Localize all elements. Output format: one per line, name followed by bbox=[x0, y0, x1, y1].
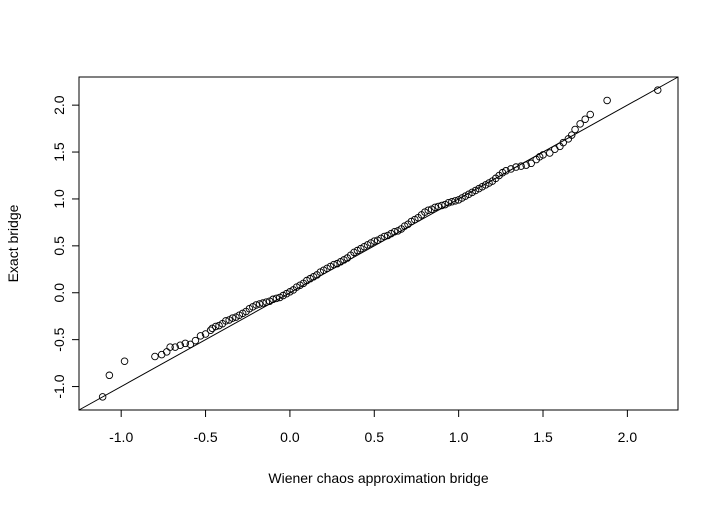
data-point bbox=[551, 145, 559, 153]
data-point bbox=[527, 159, 535, 168]
data-point bbox=[559, 138, 568, 147]
x-axis-title: Wiener chaos approximation bridge bbox=[268, 470, 488, 486]
x-tick-label: 1.0 bbox=[449, 429, 469, 445]
data-point bbox=[120, 357, 129, 365]
x-tick-label: 0.0 bbox=[280, 429, 300, 445]
data-point bbox=[252, 301, 260, 309]
y-tick-label: 1.5 bbox=[51, 142, 67, 162]
data-point bbox=[424, 206, 433, 214]
data-point bbox=[576, 120, 584, 128]
data-point bbox=[186, 340, 195, 349]
data-points-layer bbox=[98, 86, 662, 401]
data-point bbox=[196, 332, 205, 340]
data-point bbox=[444, 198, 453, 207]
data-point bbox=[517, 162, 525, 170]
data-point bbox=[502, 167, 510, 175]
data-point bbox=[151, 352, 159, 361]
data-point bbox=[512, 163, 520, 171]
data-point bbox=[269, 295, 277, 304]
data-point bbox=[176, 341, 184, 350]
data-point bbox=[98, 393, 107, 401]
x-tick-label: -1.0 bbox=[109, 429, 133, 445]
data-point bbox=[211, 322, 220, 331]
data-point bbox=[171, 343, 179, 351]
data-point bbox=[181, 339, 190, 348]
x-tick-label: 1.5 bbox=[533, 429, 553, 445]
x-tick-label: 0.5 bbox=[365, 429, 385, 445]
data-point bbox=[272, 294, 281, 303]
data-point bbox=[228, 314, 237, 322]
data-point bbox=[201, 330, 210, 338]
data-point bbox=[571, 125, 579, 134]
data-point bbox=[255, 300, 264, 308]
data-point bbox=[191, 336, 200, 345]
data-point bbox=[262, 298, 271, 306]
data-point bbox=[567, 131, 576, 139]
plot-frame bbox=[78, 76, 679, 411]
data-point bbox=[522, 161, 530, 169]
data-point bbox=[390, 228, 399, 236]
data-point bbox=[448, 198, 456, 206]
data-point bbox=[259, 299, 267, 307]
data-point bbox=[222, 317, 230, 325]
y-tick-label: 0.5 bbox=[51, 236, 67, 256]
data-point bbox=[162, 348, 171, 356]
data-point bbox=[539, 151, 547, 159]
data-point bbox=[507, 165, 515, 173]
data-point bbox=[654, 86, 662, 94]
data-point bbox=[586, 110, 595, 119]
y-axis: -1.0 -0.5 0.0 0.5 1.0 1.5 2.0 bbox=[51, 95, 79, 399]
x-tick-label: -0.5 bbox=[193, 429, 217, 445]
y-tick-label: 1.0 bbox=[51, 189, 67, 209]
data-point bbox=[330, 260, 338, 269]
data-point bbox=[166, 343, 174, 351]
data-point bbox=[370, 237, 379, 245]
data-point bbox=[546, 149, 554, 157]
data-point bbox=[105, 371, 114, 380]
data-point bbox=[434, 202, 443, 211]
y-tick-label: 2.0 bbox=[51, 95, 67, 115]
x-axis: -1.0 -0.5 0.0 0.5 1.0 1.5 2.0 bbox=[109, 410, 637, 445]
data-point bbox=[431, 203, 439, 212]
x-tick-label: 2.0 bbox=[618, 429, 638, 445]
y-tick-label: 0.0 bbox=[51, 283, 67, 303]
data-point bbox=[451, 197, 460, 205]
y-axis-title: Exact bridge bbox=[5, 204, 21, 282]
data-point bbox=[603, 96, 611, 105]
data-point bbox=[581, 115, 589, 123]
data-point bbox=[206, 326, 215, 335]
y-tick-label: -0.5 bbox=[51, 327, 67, 351]
y-tick-label: -1.0 bbox=[51, 374, 67, 398]
data-point bbox=[380, 232, 389, 241]
data-point bbox=[157, 350, 166, 359]
data-point bbox=[438, 201, 446, 210]
